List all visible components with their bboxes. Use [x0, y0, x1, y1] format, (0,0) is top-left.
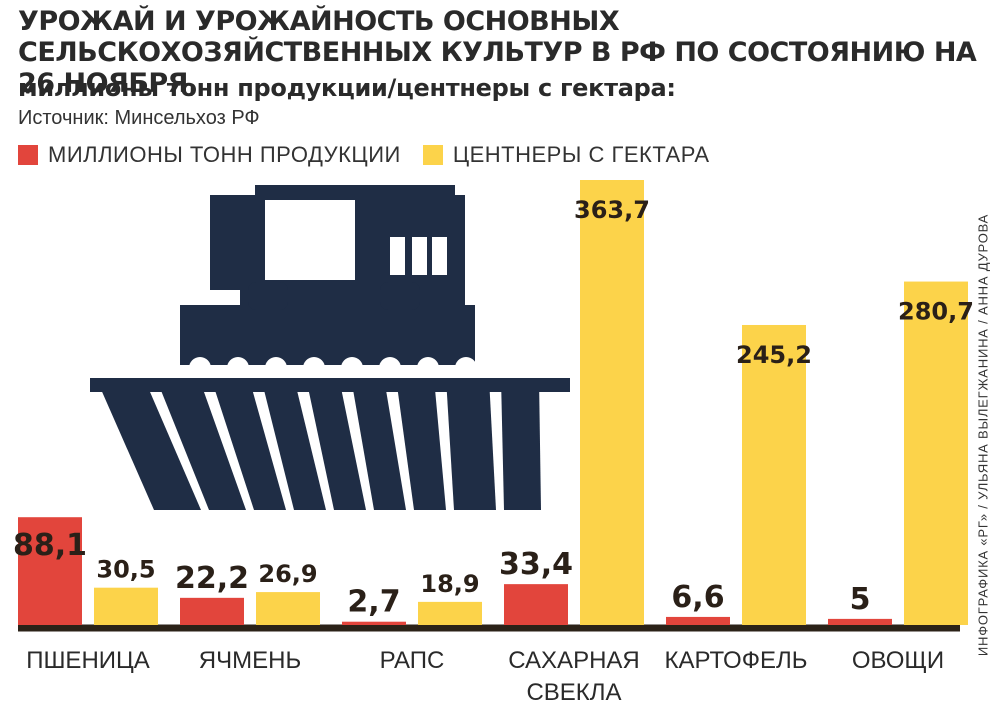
legend-swatch-yield [422, 145, 443, 165]
legend: МИЛЛИОНЫ ТОНН ПРОДУКЦИИ ЦЕНТНЕРЫ С ГЕКТА… [18, 142, 722, 168]
category-label: ОВОЩИ [852, 647, 944, 674]
furrow-shape [306, 378, 366, 510]
furrow-shape [446, 378, 496, 510]
furrow-shape [156, 378, 246, 510]
bar-yield [580, 180, 644, 625]
bar-production [180, 597, 244, 625]
data-label-production: 2,7 [347, 585, 400, 620]
chart-title: УРОЖАЙ И УРОЖАЙНОСТЬ ОСНОВНЫХ СЕЛЬСКОХОЗ… [18, 6, 977, 99]
bar-production [342, 621, 406, 625]
bar-yield [418, 601, 482, 625]
furrow-shape [501, 378, 541, 510]
data-label-production: 5 [850, 582, 871, 617]
data-label-production: 6,6 [671, 580, 724, 615]
data-label-yield: 280,7 [898, 298, 974, 326]
bar-yield [256, 592, 320, 625]
bar-yield [742, 324, 806, 625]
data-label-production: 22,2 [175, 561, 249, 596]
furrow-shape [211, 378, 286, 510]
legend-label-production: МИЛЛИОНЫ ТОНН ПРОДУКЦИИ [48, 142, 401, 167]
combine-harvester-illustration [90, 185, 570, 510]
category-label: ПШЕНИЦА [26, 647, 150, 674]
legend-item-production: МИЛЛИОНЫ ТОНН ПРОДУКЦИИ [18, 142, 401, 168]
legend-item-yield: ЦЕНТНЕРЫ С ГЕКТАРА [422, 142, 710, 168]
bar-production [828, 618, 892, 625]
bar-yield [94, 587, 158, 625]
category-label: ЯЧМЕНЬ [199, 647, 301, 674]
field-furrows [90, 378, 570, 510]
furrow-shape [351, 378, 406, 510]
data-label-yield: 363,7 [574, 196, 650, 224]
data-label-production: 88,1 [13, 528, 87, 563]
furrow-shape [96, 378, 201, 510]
category-label: САХАРНАЯ [508, 647, 640, 674]
credit-line: ИНФОГРАФИКА «РГ» / УЛЬЯНА ВЫЛЕГЖАНИНА / … [972, 180, 994, 690]
bar-production [504, 584, 568, 625]
bar-production [666, 616, 730, 625]
legend-label-yield: ЦЕНТНЕРЫ С ГЕКТАРА [452, 142, 710, 167]
furrow-shape [396, 378, 446, 510]
furrow-shape [261, 378, 326, 510]
category-label: КАРТОФЕЛЬ [665, 647, 808, 674]
data-label-yield: 30,5 [96, 556, 155, 584]
bar-yield [904, 281, 968, 625]
bar-production [18, 517, 82, 625]
category-label: РАПС [380, 647, 445, 674]
data-label-yield: 245,2 [736, 341, 812, 369]
data-label-production: 33,4 [499, 547, 573, 582]
source-note: Источник: Минсельхоз РФ [18, 107, 260, 129]
category-label: СВЕКЛА [526, 679, 621, 706]
credit-text: ИНФОГРАФИКА «РГ» / УЛЬЯНА ВЫЛЕГЖАНИНА / … [975, 213, 991, 657]
chart-subtitle: миллионы тонн продукции/центнеры с гекта… [18, 74, 676, 102]
data-label-yield: 26,9 [258, 560, 317, 588]
legend-swatch-production [18, 145, 38, 165]
data-label-yield: 18,9 [420, 570, 479, 598]
